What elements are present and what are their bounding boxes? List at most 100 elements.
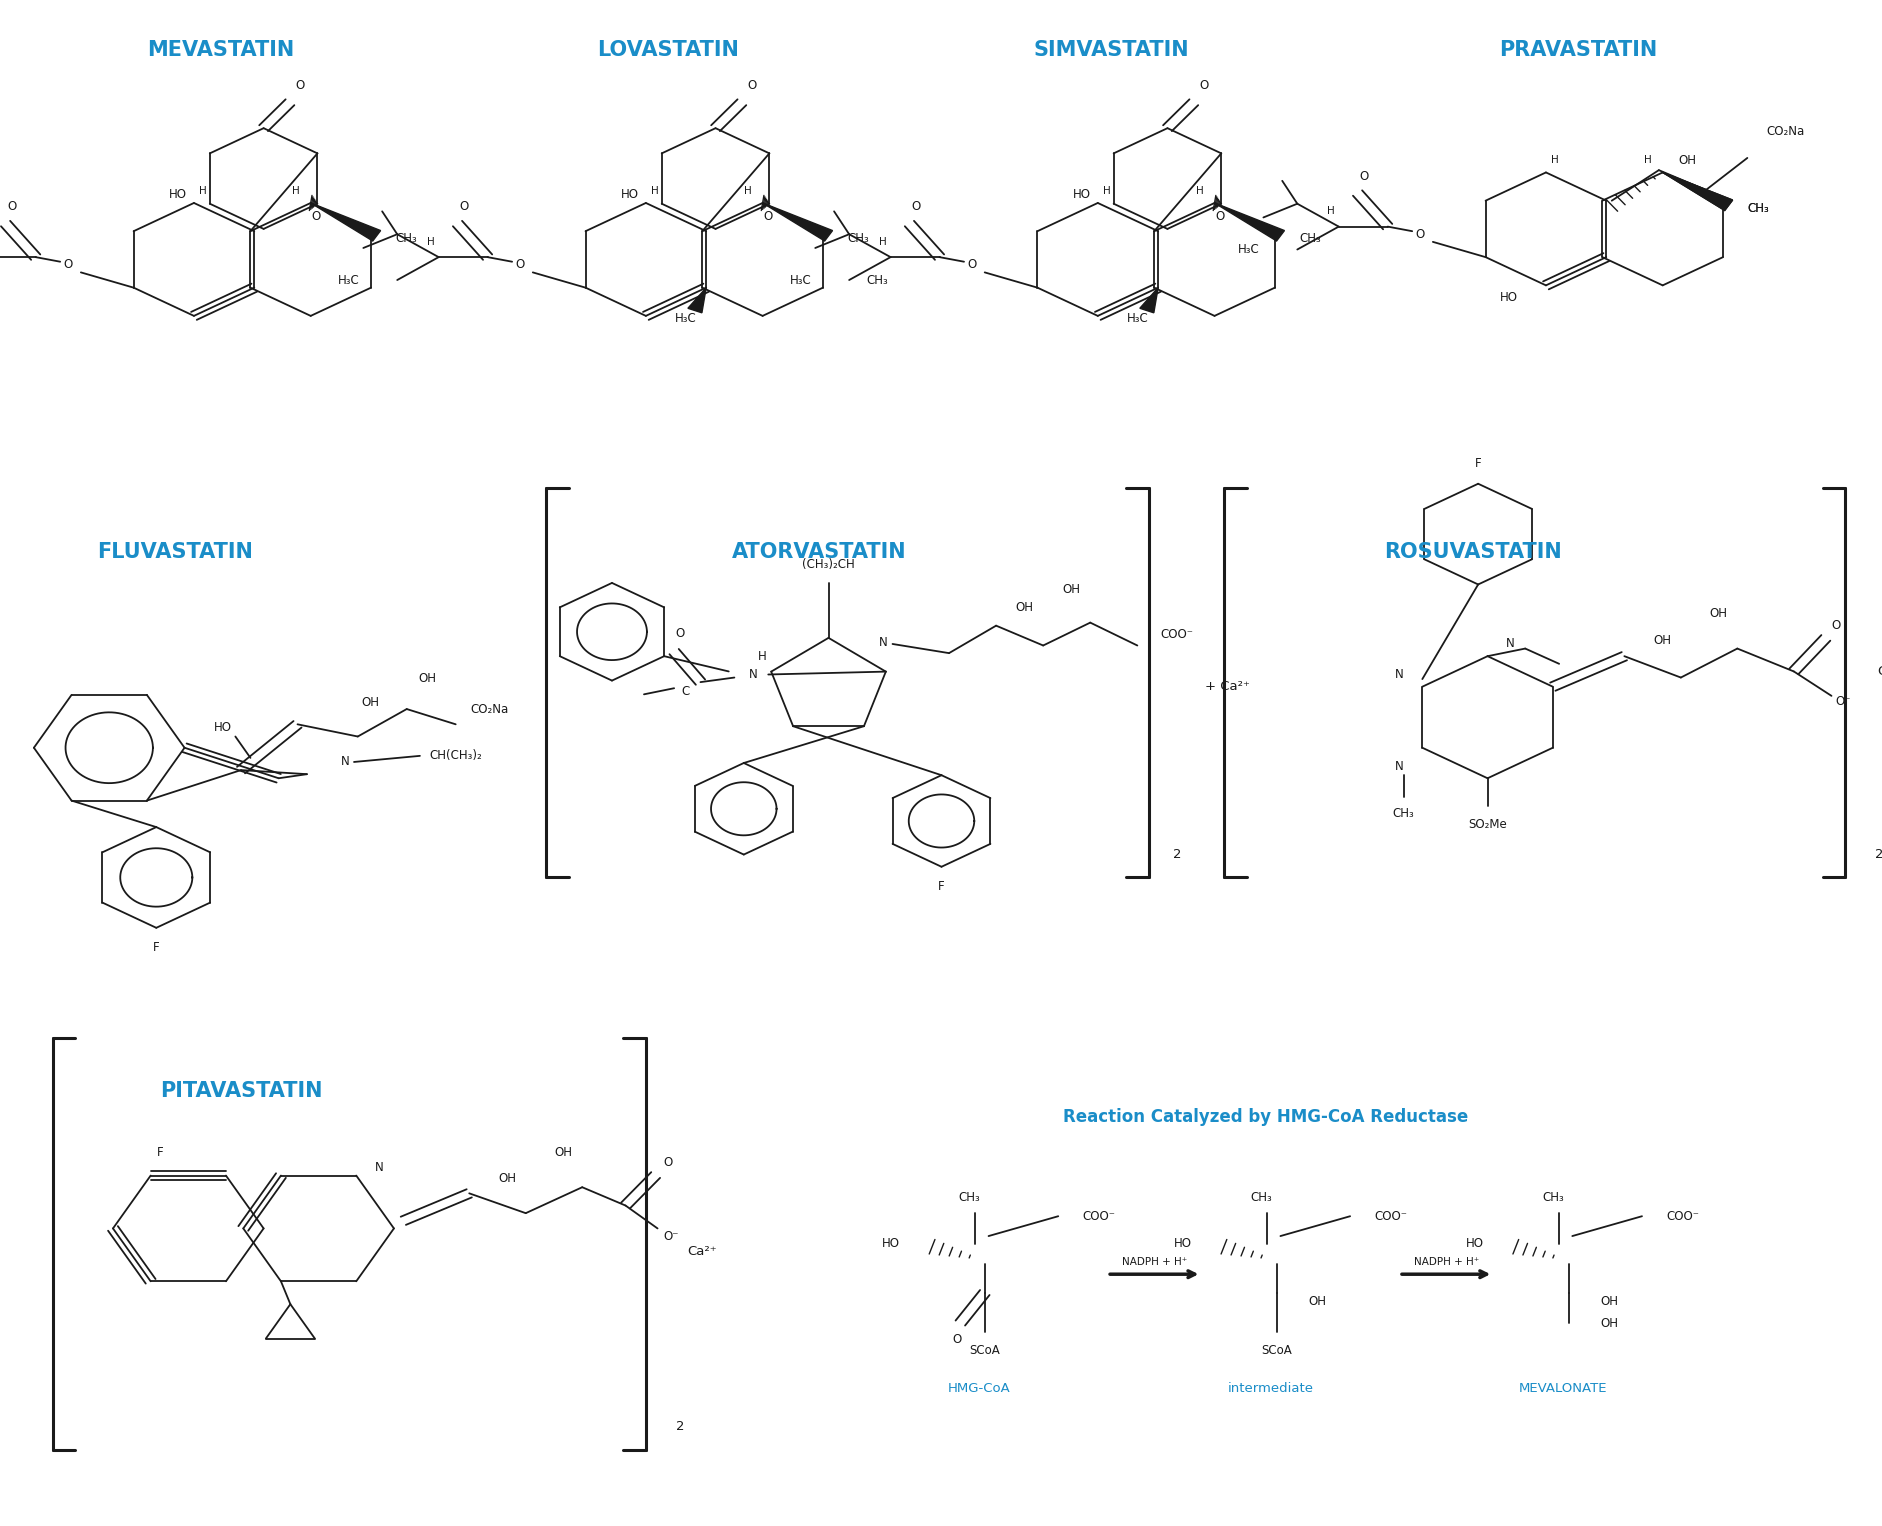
Text: O⁻: O⁻ <box>1835 696 1850 708</box>
Text: HO: HO <box>169 188 186 201</box>
Text: H: H <box>1103 186 1110 195</box>
Text: C: C <box>681 685 689 697</box>
Text: SO₂Me: SO₂Me <box>1468 818 1506 830</box>
Text: O: O <box>8 200 17 214</box>
Text: H: H <box>758 650 766 662</box>
Polygon shape <box>1662 172 1731 211</box>
Text: NADPH + H⁺: NADPH + H⁺ <box>1413 1257 1477 1267</box>
Text: intermediate: intermediate <box>1227 1383 1314 1395</box>
Text: PITAVASTATIN: PITAVASTATIN <box>160 1080 322 1102</box>
Text: HO: HO <box>213 720 231 734</box>
Text: O: O <box>1359 169 1368 183</box>
Text: H: H <box>1643 156 1651 165</box>
Text: OH: OH <box>418 671 437 685</box>
Text: SCoA: SCoA <box>1261 1344 1291 1357</box>
Text: H: H <box>651 186 659 195</box>
Text: HO: HO <box>621 188 638 201</box>
Text: CH(CH₃)₂: CH(CH₃)₂ <box>429 749 482 763</box>
Text: O: O <box>1214 209 1223 223</box>
Text: H₃C: H₃C <box>1236 243 1259 256</box>
Text: OH: OH <box>497 1172 516 1184</box>
Text: 2: 2 <box>1172 848 1180 861</box>
Text: CH₃: CH₃ <box>1250 1192 1272 1204</box>
Text: ATORVASTATIN: ATORVASTATIN <box>732 542 905 563</box>
Text: SIMVASTATIN: SIMVASTATIN <box>1033 40 1188 61</box>
Text: H: H <box>1195 186 1203 195</box>
Text: CH₃: CH₃ <box>866 273 888 287</box>
Text: F: F <box>152 942 160 954</box>
Text: N: N <box>1506 638 1513 650</box>
Text: COO⁻: COO⁻ <box>1666 1210 1699 1222</box>
Text: CO₂Na: CO₂Na <box>1765 125 1803 139</box>
Text: HO: HO <box>1073 188 1090 201</box>
Text: O: O <box>676 627 683 639</box>
Text: O: O <box>1199 79 1208 92</box>
Text: H: H <box>427 237 435 247</box>
Text: CH₃: CH₃ <box>1746 201 1769 215</box>
Text: HO: HO <box>1172 1238 1191 1250</box>
Text: COO⁻: COO⁻ <box>1374 1210 1408 1222</box>
Text: OH: OH <box>1709 607 1726 620</box>
Polygon shape <box>1139 287 1157 313</box>
Text: H: H <box>743 186 751 195</box>
Polygon shape <box>311 203 380 241</box>
Text: OH: OH <box>553 1146 572 1158</box>
Text: O: O <box>516 258 523 272</box>
Text: N: N <box>1395 760 1404 772</box>
Text: O: O <box>311 209 320 223</box>
Text: O: O <box>662 1157 672 1169</box>
Text: OH: OH <box>1061 583 1080 595</box>
Text: F: F <box>937 881 945 893</box>
Text: O: O <box>64 258 72 272</box>
Text: MEVASTATIN: MEVASTATIN <box>147 40 294 61</box>
Text: O: O <box>967 258 975 272</box>
Text: CH₃: CH₃ <box>395 232 418 246</box>
Text: CH₃: CH₃ <box>1299 232 1321 246</box>
Text: H: H <box>199 186 207 195</box>
Text: N: N <box>1395 668 1404 681</box>
Text: OH: OH <box>1677 154 1696 168</box>
Text: O: O <box>1831 620 1841 632</box>
Text: + Ca²⁺: + Ca²⁺ <box>1204 681 1250 693</box>
Text: HO: HO <box>1464 1238 1483 1250</box>
Text: COO⁻: COO⁻ <box>1159 629 1193 641</box>
Text: CO₂Na: CO₂Na <box>470 702 508 716</box>
Text: OH: OH <box>1308 1296 1327 1308</box>
Text: F: F <box>1474 458 1481 470</box>
Text: SCoA: SCoA <box>969 1344 999 1357</box>
Text: OH: OH <box>1600 1317 1619 1329</box>
Text: 2: 2 <box>1874 848 1882 861</box>
Polygon shape <box>762 203 832 241</box>
Text: FLUVASTATIN: FLUVASTATIN <box>98 542 252 563</box>
Text: N: N <box>879 636 888 649</box>
Text: OH: OH <box>1652 635 1669 647</box>
Text: H₃C: H₃C <box>789 273 811 287</box>
Text: H₃C: H₃C <box>337 273 359 287</box>
Text: CH₃: CH₃ <box>1393 807 1413 819</box>
Text: H₃C: H₃C <box>674 311 696 325</box>
Text: CH₃: CH₃ <box>1541 1192 1564 1204</box>
Text: N: N <box>341 755 350 769</box>
Text: H: H <box>1327 206 1334 217</box>
Text: OH: OH <box>361 696 380 710</box>
Text: O: O <box>762 209 772 223</box>
Text: O: O <box>952 1334 960 1346</box>
Text: (CH₃)₂CH: (CH₃)₂CH <box>802 559 854 571</box>
Polygon shape <box>1662 172 1731 211</box>
Text: LOVASTATIN: LOVASTATIN <box>597 40 740 61</box>
Text: OH: OH <box>1014 601 1033 613</box>
Text: O: O <box>295 79 305 92</box>
Text: PRAVASTATIN: PRAVASTATIN <box>1498 40 1656 61</box>
Text: O: O <box>911 200 920 214</box>
Text: N: N <box>375 1161 384 1175</box>
Text: O⁻: O⁻ <box>662 1230 678 1242</box>
Polygon shape <box>687 287 706 313</box>
Text: NADPH + H⁺: NADPH + H⁺ <box>1122 1257 1186 1267</box>
Text: 2: 2 <box>676 1421 683 1433</box>
Text: COO⁻: COO⁻ <box>1082 1210 1116 1222</box>
Text: CH₃: CH₃ <box>847 232 869 246</box>
Text: H₃C: H₃C <box>1125 311 1148 325</box>
Text: HMG-CoA: HMG-CoA <box>947 1383 1011 1395</box>
Text: HO: HO <box>881 1238 900 1250</box>
Text: H: H <box>292 186 299 195</box>
